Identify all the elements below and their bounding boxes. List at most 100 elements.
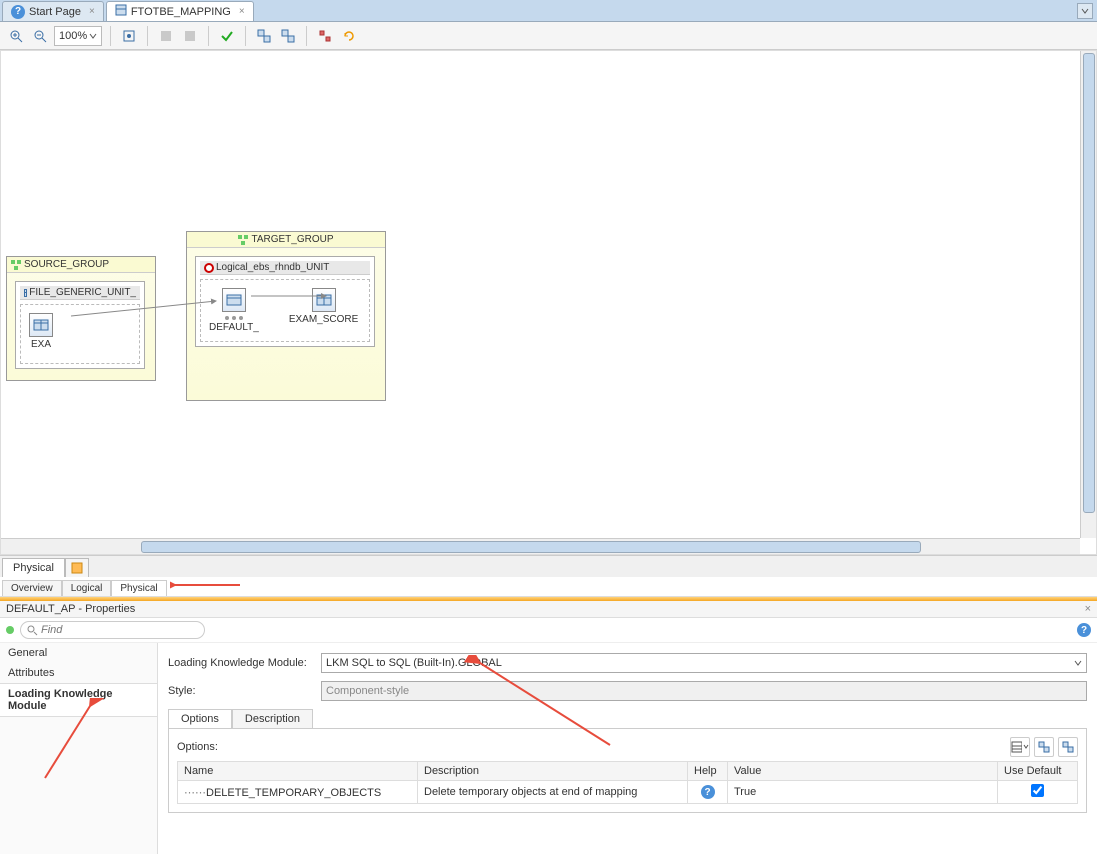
find-input[interactable] — [20, 621, 205, 639]
style-text: Component-style — [321, 681, 1087, 701]
tab-menu-chevron[interactable] — [1077, 3, 1093, 19]
properties-title: DEFAULT_AP - Properties — [6, 603, 135, 615]
status-dot-icon — [6, 626, 14, 634]
close-icon[interactable]: × — [1085, 603, 1091, 615]
options-label: Options: — [177, 741, 218, 753]
help-icon[interactable]: ? — [1077, 623, 1091, 637]
cell-use-default[interactable] — [998, 781, 1078, 804]
find-bar: ? — [0, 618, 1097, 643]
collapse-icon[interactable] — [1058, 737, 1078, 757]
logical-unit[interactable]: Logical_ebs_rhndb_UNIT DEFAULT_ — [195, 256, 375, 347]
use-default-checkbox[interactable] — [1031, 784, 1044, 797]
tab-start-page[interactable]: ? Start Page × — [2, 1, 104, 21]
separator — [147, 26, 148, 46]
sidebar-item-general[interactable]: General — [0, 643, 157, 663]
grid-icon-1[interactable] — [156, 26, 176, 46]
col-name[interactable]: Name — [178, 762, 418, 781]
properties-body: General Attributes Loading Knowledge Mod… — [0, 643, 1097, 854]
target-group-header: TARGET_GROUP — [187, 232, 385, 248]
close-icon[interactable]: × — [239, 6, 245, 17]
sidebar-item-lkm[interactable]: Loading Knowledge Module — [0, 683, 157, 717]
separator — [306, 26, 307, 46]
source-group-header: SOURCE_GROUP — [7, 257, 155, 273]
separator — [245, 26, 246, 46]
exa-label: EXA — [31, 339, 51, 350]
source-group-title: SOURCE_GROUP — [24, 259, 109, 270]
properties-header: DEFAULT_AP - Properties × — [0, 601, 1097, 618]
options-table: Name Description Help Value Use Default … — [177, 761, 1078, 804]
tab-mapping[interactable]: FTOTBE_MAPPING × — [106, 1, 254, 21]
default-label: DEFAULT_ — [209, 322, 259, 333]
col-value[interactable]: Value — [728, 762, 998, 781]
subtab-logical[interactable]: Logical — [62, 580, 112, 596]
style-field: Style: Component-style — [168, 681, 1087, 701]
view-tabs: Overview Logical Physical — [0, 577, 1097, 597]
cell-value[interactable]: True — [728, 781, 998, 804]
exam-score-node[interactable]: EXAM_SCORE — [289, 288, 358, 325]
logical-unit-header: Logical_ebs_rhndb_UNIT — [200, 261, 370, 275]
sidebar-item-attributes[interactable]: Attributes — [0, 663, 157, 683]
col-description[interactable]: Description — [418, 762, 688, 781]
fit-icon[interactable] — [119, 26, 139, 46]
refresh-icon[interactable] — [339, 26, 359, 46]
logical-unit-body: DEFAULT_ EXAM_SCORE — [200, 279, 370, 342]
layout-icon[interactable] — [315, 26, 335, 46]
options-panel: Options: Name Description Help Value Use… — [168, 729, 1087, 813]
grid-icon-2[interactable] — [180, 26, 200, 46]
table-icon — [312, 288, 336, 312]
lkm-combo[interactable]: LKM SQL to SQL (Built-In).GLOBAL — [321, 653, 1087, 673]
lkm-label: Loading Knowledge Module: — [168, 657, 313, 669]
cell-help[interactable]: ? — [688, 781, 728, 804]
separator — [110, 26, 111, 46]
zoom-value: 100% — [59, 30, 87, 42]
file-unit-body: EXA — [20, 304, 140, 364]
style-value: Component-style — [326, 685, 409, 697]
col-help[interactable]: Help — [688, 762, 728, 781]
expand-all-icon[interactable] — [254, 26, 274, 46]
col-use-default[interactable]: Use Default — [998, 762, 1078, 781]
node-ports — [225, 316, 243, 320]
properties-main: Loading Knowledge Module: LKM SQL to SQL… — [158, 643, 1097, 854]
toolbar: 100% — [0, 22, 1097, 50]
tab-label: Start Page — [29, 6, 81, 18]
options-header: Options: — [177, 737, 1078, 757]
default-icon — [222, 288, 246, 312]
subtab-overview[interactable]: Overview — [2, 580, 62, 596]
lkm-field: Loading Knowledge Module: LKM SQL to SQL… — [168, 653, 1087, 673]
subtab-physical[interactable]: Physical — [111, 580, 166, 596]
zoom-out-icon[interactable] — [30, 26, 50, 46]
default-node[interactable]: DEFAULT_ — [209, 288, 259, 333]
source-group[interactable]: SOURCE_GROUP FILE_GENERIC_UNIT_ EXA — [6, 256, 156, 381]
canvas-tabs: Physical — [0, 555, 1097, 577]
lkm-value: LKM SQL to SQL (Built-In).GLOBAL — [326, 657, 502, 669]
validate-icon[interactable] — [217, 26, 237, 46]
hscroll-thumb[interactable] — [141, 541, 921, 553]
zoom-combo[interactable]: 100% — [54, 26, 102, 46]
help-icon: ? — [701, 785, 715, 799]
grid-view-icon[interactable] — [1010, 737, 1030, 757]
style-label: Style: — [168, 685, 313, 697]
horizontal-scrollbar[interactable] — [1, 538, 1080, 554]
search-icon — [26, 624, 38, 636]
table-header-row: Name Description Help Value Use Default — [178, 762, 1078, 781]
vertical-scrollbar[interactable] — [1080, 51, 1096, 538]
tab-physical-canvas[interactable]: Physical — [2, 558, 65, 577]
vscroll-thumb[interactable] — [1083, 53, 1095, 513]
tab-diagram-icon[interactable] — [65, 558, 89, 577]
separator — [208, 26, 209, 46]
zoom-in-icon[interactable] — [6, 26, 26, 46]
target-group[interactable]: TARGET_GROUP Logical_ebs_rhndb_UNIT — [186, 231, 386, 401]
table-row[interactable]: ⋯⋯DELETE_TEMPORARY_OBJECTS Delete tempor… — [178, 781, 1078, 804]
close-icon[interactable]: × — [89, 6, 95, 17]
collapse-all-icon[interactable] — [278, 26, 298, 46]
exam-label: EXAM_SCORE — [289, 314, 358, 325]
tab-description[interactable]: Description — [232, 709, 313, 728]
properties-sidebar: General Attributes Loading Knowledge Mod… — [0, 643, 158, 854]
file-unit[interactable]: FILE_GENERIC_UNIT_ EXA — [15, 281, 145, 369]
exa-node[interactable]: EXA — [29, 313, 53, 350]
tab-options[interactable]: Options — [168, 709, 232, 728]
logical-unit-title: Logical_ebs_rhndb_UNIT — [216, 262, 329, 273]
expand-icon[interactable] — [1034, 737, 1054, 757]
mapping-canvas[interactable]: SOURCE_GROUP FILE_GENERIC_UNIT_ EXA — [0, 50, 1097, 555]
canvas-inner: SOURCE_GROUP FILE_GENERIC_UNIT_ EXA — [1, 51, 1097, 555]
